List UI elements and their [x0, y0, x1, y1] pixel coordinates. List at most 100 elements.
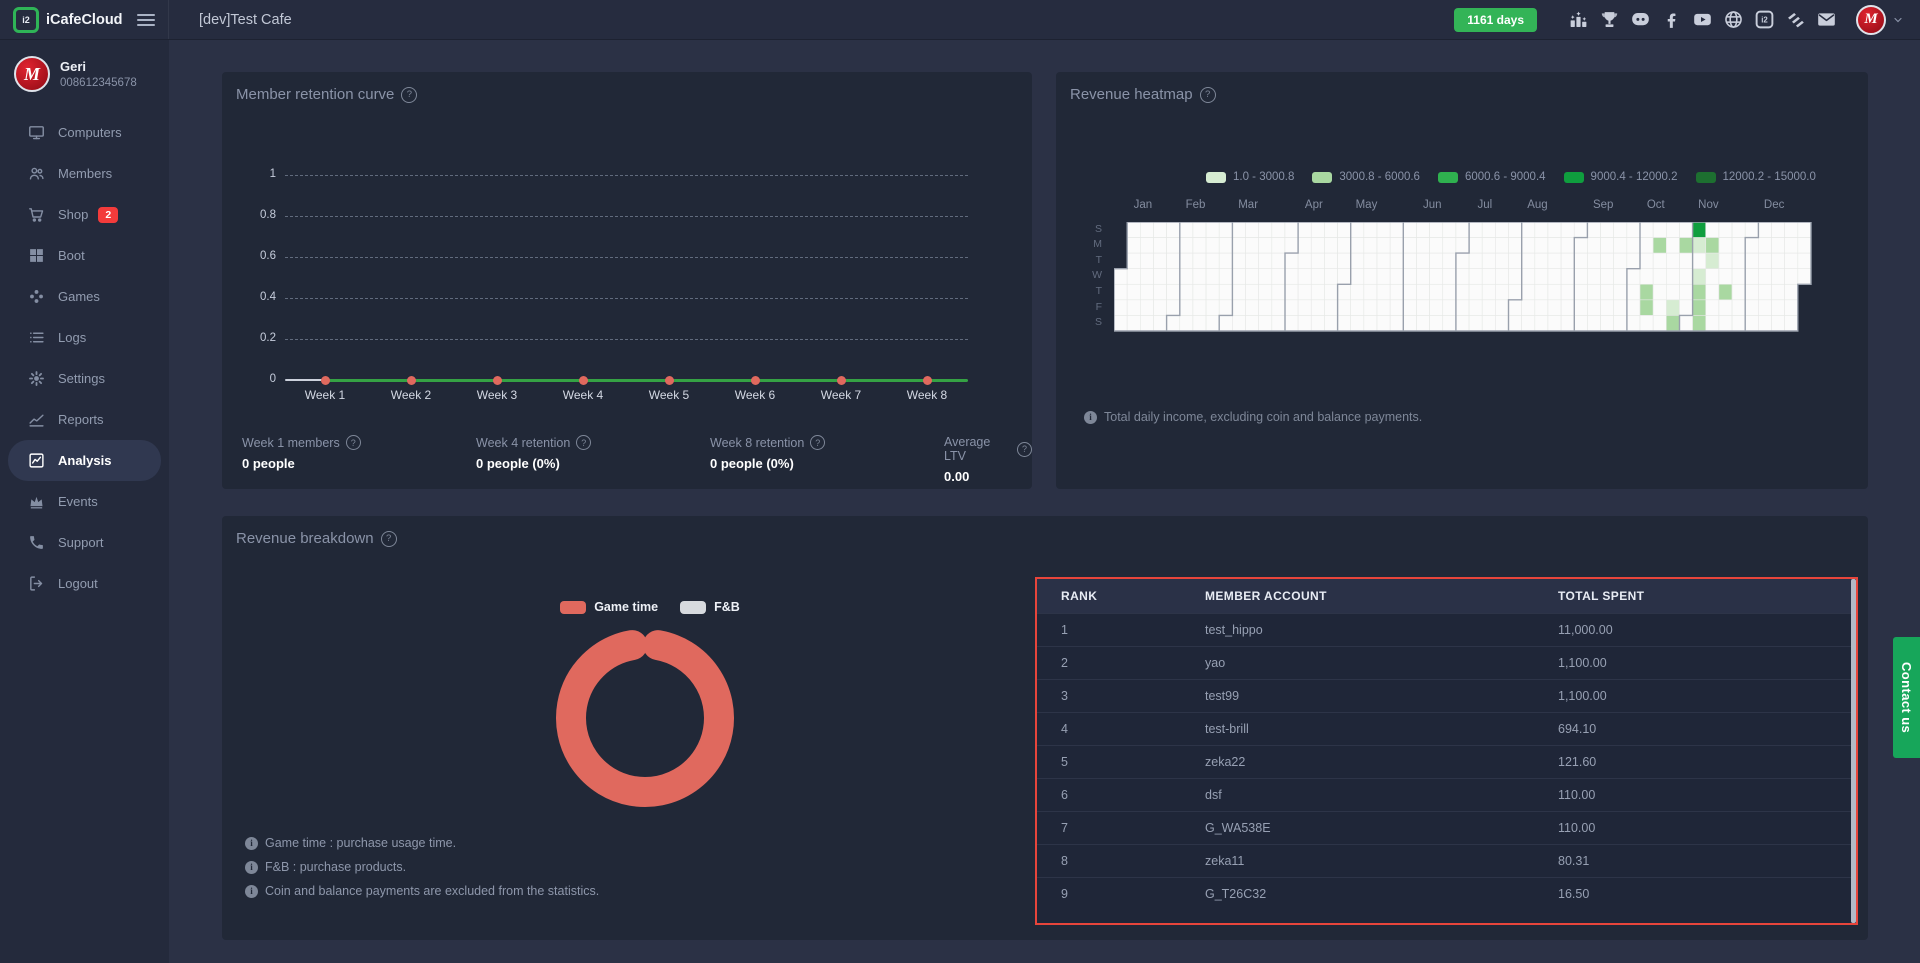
donut-legend: Game time F&B	[505, 600, 795, 614]
heatmap-legend: 1.0 - 3000.8 3000.8 - 6000.6 6000.6 - 9000…	[1206, 171, 1816, 183]
contact-us-button[interactable]: Contact us	[1893, 637, 1920, 758]
cell-rank: 7	[1061, 821, 1068, 835]
user-avatar[interactable]: M	[1856, 4, 1886, 35]
gear-icon	[28, 370, 45, 387]
menu-toggle-icon[interactable]	[137, 12, 155, 28]
legend-swatch	[1563, 171, 1584, 183]
panel-member-retention: Member retention curve 1 0.8 0.6 0.4 0.2 0 Wee…	[222, 72, 1032, 489]
sidebar-item-label: Shop	[58, 207, 89, 222]
sidebar-item-support[interactable]: Support	[0, 522, 169, 563]
help-icon[interactable]	[1017, 441, 1032, 457]
heatmap-note: Total daily income, excluding coin and b…	[1084, 410, 1422, 424]
cell-total-spent: 694.10	[1558, 722, 1597, 736]
x-tick-label: Week 7	[820, 388, 862, 402]
cell-member-account: yao	[1205, 656, 1226, 670]
heatmap-legend-item: 6000.6 - 9000.4	[1437, 171, 1546, 183]
users-icon	[28, 165, 45, 182]
donut-legend-item[interactable]: Game time	[560, 600, 658, 614]
legend-swatch	[1695, 171, 1716, 183]
sidebar-item-reports[interactable]: Reports	[0, 399, 169, 440]
license-days-badge[interactable]: 1161 days	[1454, 7, 1537, 32]
youtube-icon[interactable]	[1692, 9, 1713, 30]
cell-member-account: test-brill	[1205, 722, 1249, 736]
sidebar-item-computers[interactable]: Computers	[0, 112, 169, 153]
day-label: W	[1092, 269, 1102, 282]
retention-title: Member retention curve	[236, 86, 418, 103]
cell-rank: 5	[1061, 755, 1068, 769]
mail-icon[interactable]	[1816, 9, 1837, 30]
layers-icon[interactable]	[1785, 9, 1806, 30]
gridline	[285, 257, 968, 258]
icafe-icon[interactable]: i2	[1754, 9, 1775, 30]
sidebar-item-games[interactable]: Games	[0, 276, 169, 317]
day-label: T	[1095, 253, 1102, 266]
sidebar-item-events[interactable]: Events	[0, 481, 169, 522]
sidebar-item-label: Analysis	[58, 453, 112, 468]
month-label: Jun	[1422, 199, 1442, 211]
list-icon	[28, 329, 45, 346]
note-text: Coin and balance payments are excluded f…	[265, 884, 600, 898]
stat-average-ltv: Average LTV 0.00	[944, 435, 1032, 484]
table-row: 8 zeka11 80.31	[1037, 844, 1856, 877]
sidebar-item-logs[interactable]: Logs	[0, 317, 169, 358]
chevron-down-icon[interactable]	[1892, 14, 1904, 26]
user-name: Geri	[60, 59, 87, 74]
x-tick-label: Week 2	[390, 388, 432, 402]
trophy-icon[interactable]	[1599, 9, 1620, 30]
logout-icon	[28, 575, 45, 592]
help-icon[interactable]	[345, 435, 361, 450]
stat-value: 0 people (0%)	[710, 456, 794, 471]
icafecloud-logo-icon[interactable]: i2	[13, 6, 39, 33]
sidebar-item-label: Computers	[58, 125, 122, 140]
brand-name[interactable]: iCafeCloud	[46, 11, 123, 28]
ranking-icon[interactable]	[1568, 9, 1589, 30]
sidebar: M Geri 008612345678 Computers Members Shop…	[0, 40, 169, 963]
sidebar-item-members[interactable]: Members	[0, 153, 169, 194]
sidebar-item-label: Settings	[58, 371, 105, 386]
help-icon[interactable]	[576, 435, 592, 450]
data-point	[922, 375, 932, 385]
help-icon[interactable]	[380, 530, 397, 547]
month-label: Apr	[1304, 199, 1323, 211]
sidebar-item-logout[interactable]: Logout	[0, 563, 169, 604]
table-scrollbar[interactable]	[1851, 579, 1856, 923]
stat-label: Week 4 retention	[476, 435, 592, 450]
donut-legend-item[interactable]: F&B	[680, 600, 740, 614]
help-icon[interactable]	[1199, 86, 1216, 103]
facebook-icon[interactable]	[1661, 9, 1682, 30]
sidebar-item-shop[interactable]: Shop 2	[0, 194, 169, 235]
sidebar-item-analysis[interactable]: Analysis	[8, 440, 161, 481]
data-point	[320, 375, 330, 385]
globe-icon[interactable]	[1723, 9, 1744, 30]
stat-label: Week 8 retention	[710, 435, 826, 450]
heatmap-grid	[1113, 221, 1813, 338]
sidebar-item-label: Support	[58, 535, 104, 550]
discord-icon[interactable]	[1630, 9, 1651, 30]
heatmap-legend-item: 3000.8 - 6000.6	[1312, 171, 1420, 183]
help-icon[interactable]	[401, 86, 418, 103]
sidebar-item-settings[interactable]: Settings	[0, 358, 169, 399]
legend-swatch	[560, 600, 587, 614]
cell-total-spent: 121.60	[1558, 755, 1597, 769]
cell-member-account: test99	[1205, 689, 1240, 703]
sidebar-item-label: Events	[58, 494, 98, 509]
table-row: 7 G_WA538E 110.00	[1037, 811, 1856, 844]
cell-rank: 3	[1061, 689, 1068, 703]
month-label: Dec	[1763, 199, 1785, 211]
note-text: F&B : purchase products.	[265, 860, 407, 874]
month-label: Nov	[1698, 199, 1719, 211]
sidebar-item-boot[interactable]: Boot	[0, 235, 169, 276]
month-label: Oct	[1646, 199, 1665, 211]
table-row: 2 yao 1,100.00	[1037, 646, 1856, 679]
table-row: 9 G_T26C32 16.50	[1037, 877, 1856, 910]
stat-label-text: Week 1 members	[242, 435, 340, 450]
stat-value: 0.00	[944, 469, 970, 484]
cell-member-account: G_T26C32	[1205, 887, 1267, 901]
x-tick-label: Week 5	[648, 388, 690, 402]
help-icon[interactable]	[810, 435, 826, 450]
retention-chart: 1 0.8 0.6 0.4 0.2 0 Week 1 Week 2 Week 3 Week 4 We…	[222, 72, 1032, 489]
x-axis-line	[285, 379, 325, 381]
stat-label-text: Week 4 retention	[476, 435, 571, 450]
cell-total-spent: 16.50	[1558, 887, 1590, 901]
cell-member-account: zeka11	[1205, 854, 1245, 868]
